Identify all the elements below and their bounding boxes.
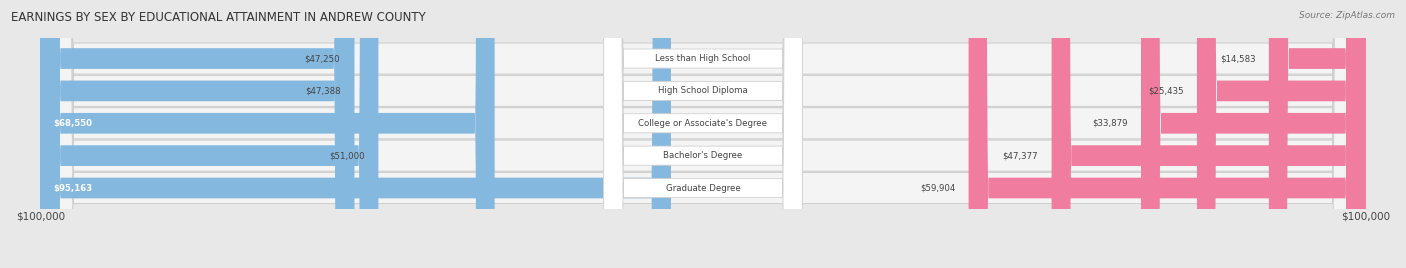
Text: $51,000: $51,000 — [329, 151, 366, 160]
Text: $33,879: $33,879 — [1092, 119, 1128, 128]
Text: College or Associate's Degree: College or Associate's Degree — [638, 119, 768, 128]
FancyBboxPatch shape — [41, 0, 1365, 268]
FancyBboxPatch shape — [41, 0, 495, 268]
Text: Bachelor's Degree: Bachelor's Degree — [664, 151, 742, 160]
FancyBboxPatch shape — [41, 0, 354, 268]
Text: Source: ZipAtlas.com: Source: ZipAtlas.com — [1299, 11, 1395, 20]
Text: $47,377: $47,377 — [1002, 151, 1039, 160]
Text: Graduate Degree: Graduate Degree — [665, 184, 741, 192]
Text: $95,163: $95,163 — [53, 184, 93, 192]
FancyBboxPatch shape — [1197, 0, 1365, 268]
Text: High School Diploma: High School Diploma — [658, 86, 748, 95]
FancyBboxPatch shape — [603, 0, 803, 268]
FancyBboxPatch shape — [603, 0, 803, 268]
FancyBboxPatch shape — [41, 0, 1365, 268]
FancyBboxPatch shape — [1268, 0, 1365, 268]
Text: $59,904: $59,904 — [920, 184, 955, 192]
FancyBboxPatch shape — [41, 0, 1365, 268]
FancyBboxPatch shape — [41, 0, 1365, 268]
FancyBboxPatch shape — [41, 0, 353, 268]
FancyBboxPatch shape — [603, 0, 803, 268]
Text: $47,388: $47,388 — [305, 86, 342, 95]
FancyBboxPatch shape — [41, 0, 1365, 268]
FancyBboxPatch shape — [41, 0, 671, 268]
FancyBboxPatch shape — [41, 0, 378, 268]
FancyBboxPatch shape — [603, 0, 803, 268]
FancyBboxPatch shape — [603, 0, 803, 268]
FancyBboxPatch shape — [969, 0, 1365, 268]
Text: Less than High School: Less than High School — [655, 54, 751, 63]
Text: $68,550: $68,550 — [53, 119, 93, 128]
FancyBboxPatch shape — [1052, 0, 1365, 268]
Text: $25,435: $25,435 — [1149, 86, 1184, 95]
Text: $47,250: $47,250 — [305, 54, 340, 63]
Text: EARNINGS BY SEX BY EDUCATIONAL ATTAINMENT IN ANDREW COUNTY: EARNINGS BY SEX BY EDUCATIONAL ATTAINMEN… — [11, 11, 426, 24]
Text: $14,583: $14,583 — [1220, 54, 1256, 63]
FancyBboxPatch shape — [1142, 0, 1365, 268]
